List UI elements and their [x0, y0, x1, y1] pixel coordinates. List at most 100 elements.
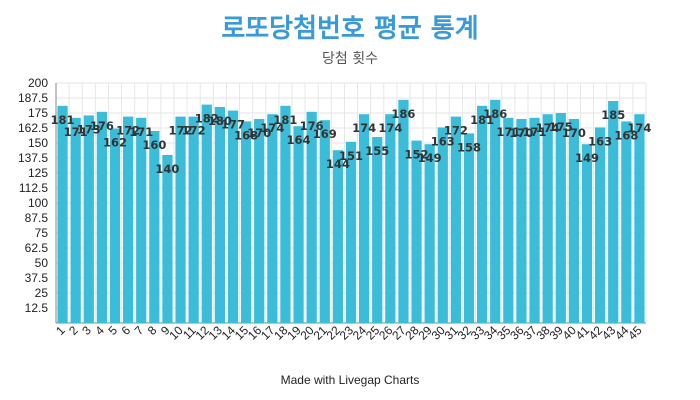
bar-11	[188, 116, 199, 323]
data-label: 181	[273, 113, 297, 127]
bar-20	[306, 111, 317, 323]
chart-subtitle: 당첨 횟수	[322, 51, 378, 67]
data-label: 163	[431, 134, 455, 148]
y-tick-label: 62.5	[25, 241, 49, 255]
data-label: 174	[352, 121, 376, 135]
chart-footer: Made with Livegap Charts	[280, 373, 420, 387]
x-tick-label: 7	[132, 323, 147, 338]
bar-16	[254, 119, 265, 323]
bar-14	[227, 110, 239, 323]
data-label: 158	[457, 140, 481, 154]
data-label: 172	[116, 124, 140, 138]
data-label: 186	[483, 107, 507, 121]
data-label: 164	[287, 133, 311, 147]
bar-9	[162, 155, 173, 323]
data-label: 171	[64, 125, 88, 139]
data-label: 181	[51, 113, 75, 127]
bar-28	[411, 140, 422, 323]
data-label: 170	[509, 126, 533, 140]
bar-1	[57, 105, 68, 323]
data-label: 140	[155, 162, 179, 176]
bar-18	[280, 105, 291, 323]
bar-29	[424, 144, 435, 323]
data-label: 163	[588, 134, 612, 148]
x-tick-label: 4	[92, 323, 107, 338]
bar-5	[109, 128, 121, 323]
bar-40	[568, 119, 580, 323]
data-label: 170	[247, 126, 271, 140]
bar-7	[136, 117, 147, 323]
bar-8	[149, 131, 160, 323]
data-label: 172	[444, 124, 468, 138]
x-tick-label: 6	[119, 323, 134, 338]
data-label: 182	[195, 112, 219, 126]
data-label: 186	[391, 107, 415, 121]
bar-33	[476, 105, 488, 323]
data-label: 155	[365, 144, 389, 158]
y-tick-label: 87.5	[25, 211, 49, 225]
y-tick-label: 187.5	[18, 91, 48, 105]
x-tick-label: 2	[66, 323, 81, 338]
y-tick-label: 75	[35, 226, 49, 240]
x-tick-label: 45	[625, 323, 645, 343]
y-tick-label: 162.5	[18, 121, 48, 135]
data-label: 152	[405, 148, 429, 162]
bar-32	[463, 133, 475, 323]
data-label: 174	[536, 121, 560, 135]
data-label: 151	[339, 149, 363, 163]
y-tick-label: 137.5	[18, 151, 48, 165]
chart-title: 로또당첨번호 평균 통계	[221, 14, 479, 44]
x-tick-label: 5	[105, 323, 120, 338]
x-tick-label: 8	[145, 323, 160, 338]
data-label: 171	[523, 125, 547, 139]
y-tick-label: 100	[28, 196, 48, 210]
bar-30	[437, 127, 448, 324]
bar-22	[332, 150, 344, 323]
data-label: 170	[562, 126, 586, 140]
bar-38	[542, 114, 553, 323]
y-tick-label: 12.5	[25, 301, 49, 315]
data-label: 177	[221, 118, 245, 132]
bar-2	[70, 117, 81, 323]
x-tick-label: 3	[79, 323, 94, 338]
y-tick-label: 50	[35, 256, 49, 270]
data-label: 160	[142, 138, 166, 152]
bar-34	[490, 99, 501, 323]
data-label: 162	[103, 136, 127, 150]
data-label: 176	[90, 119, 114, 133]
data-label: 171	[496, 125, 520, 139]
data-label: 144	[326, 157, 350, 171]
data-label: 169	[313, 127, 337, 141]
data-label: 171	[129, 125, 153, 139]
bar-3	[83, 115, 94, 324]
y-tick-label: 25	[35, 286, 49, 300]
bar-35	[503, 117, 514, 323]
y-tick-label: 175	[28, 106, 48, 120]
data-label: 172	[182, 124, 206, 138]
bar-23	[345, 141, 357, 323]
bar-27	[398, 99, 409, 323]
data-label: 174	[378, 121, 402, 135]
bar-36	[516, 119, 527, 323]
data-label: 172	[169, 124, 193, 138]
bar-45	[634, 114, 645, 323]
bar-26	[385, 114, 396, 323]
bar-31	[450, 116, 462, 323]
y-tick-label: 37.5	[25, 271, 49, 285]
data-label: 175	[549, 120, 573, 134]
bar-39	[555, 113, 566, 323]
bar-12	[201, 104, 212, 323]
bar-44	[621, 121, 632, 324]
bar-24	[358, 114, 370, 323]
data-label: 185	[601, 108, 625, 122]
y-tick-label: 150	[28, 136, 48, 150]
bar-4	[96, 111, 108, 323]
bar-13	[214, 107, 226, 323]
bar-37	[529, 117, 540, 323]
bar-6	[122, 116, 134, 323]
bar-19	[293, 126, 304, 323]
data-label: 149	[575, 151, 599, 165]
data-label: 149	[418, 151, 442, 165]
